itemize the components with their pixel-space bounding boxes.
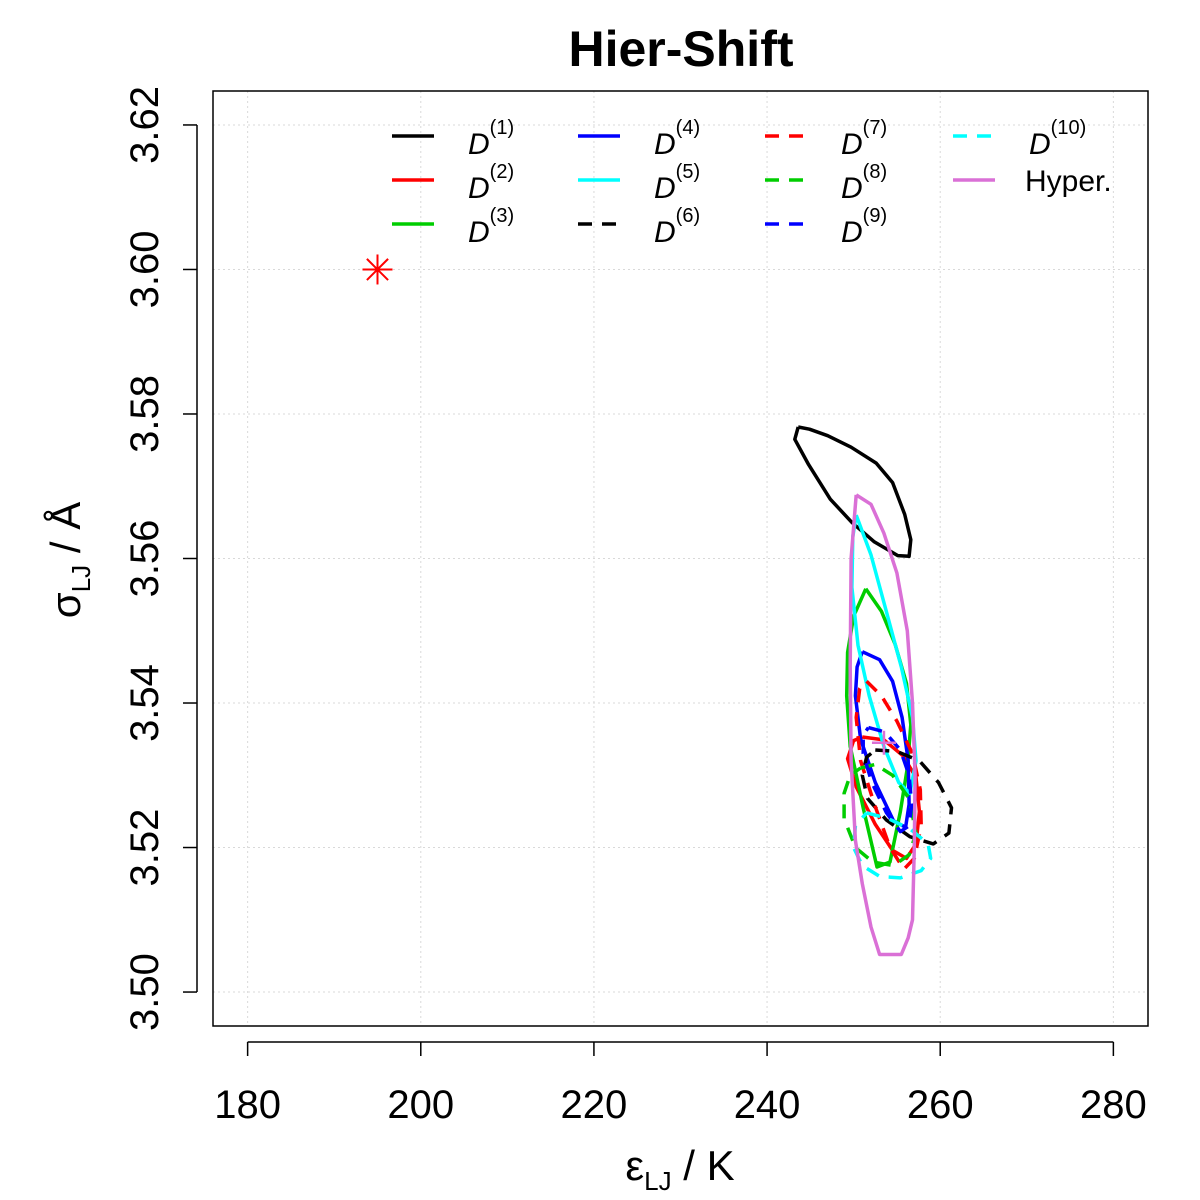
plot-frame bbox=[212, 90, 1149, 1027]
x-tick-label: 240 bbox=[734, 1083, 801, 1127]
series-contour-1 bbox=[793, 425, 913, 559]
y-axis-unit: / Å bbox=[42, 502, 89, 565]
series-contour-11 bbox=[848, 493, 917, 957]
legend-label-superscript: (6) bbox=[676, 205, 700, 227]
x-tick-label: 180 bbox=[214, 1083, 281, 1127]
legend-label: D(4) bbox=[654, 117, 700, 161]
legend-label-base: D bbox=[654, 128, 676, 161]
legend-label: D(8) bbox=[841, 161, 887, 205]
y-tick-label: 3.54 bbox=[123, 664, 167, 742]
legend-label-superscript: (1) bbox=[490, 117, 514, 139]
legend-item-11: Hyper. bbox=[953, 165, 1112, 198]
legend-item-6: D(6) bbox=[578, 205, 700, 249]
y-tick-label: 3.56 bbox=[123, 520, 167, 598]
y-tick-label: 3.50 bbox=[123, 953, 167, 1031]
legend-label-superscript: (3) bbox=[490, 205, 514, 227]
legend-label-superscript: (10) bbox=[1051, 117, 1087, 139]
legend-item-3: D(3) bbox=[392, 205, 514, 249]
x-axis-symbol: ε bbox=[625, 1142, 644, 1189]
x-tick-label: 260 bbox=[907, 1083, 974, 1127]
legend-item-5: D(5) bbox=[578, 161, 700, 205]
legend-label-superscript: (8) bbox=[863, 161, 887, 183]
y-tick-label: 3.52 bbox=[123, 809, 167, 887]
y-axis-label: σLJ / Å bbox=[42, 502, 96, 618]
legend-label: Hyper. bbox=[1025, 165, 1112, 198]
grid bbox=[213, 91, 1148, 1026]
x-axis: 180 200 220 240 260 280 bbox=[214, 1041, 1147, 1127]
legend-label: D(3) bbox=[468, 205, 514, 249]
y-tick-label: 3.60 bbox=[123, 231, 167, 309]
legend-item-10: D(10) bbox=[953, 117, 1086, 161]
x-tick-label: 280 bbox=[1080, 1083, 1147, 1127]
legend-label-base: D bbox=[654, 216, 676, 249]
legend-label-base: D bbox=[468, 172, 490, 205]
y-tick-label: 3.62 bbox=[123, 86, 167, 164]
legend-label: D(5) bbox=[654, 161, 700, 205]
y-axis: 3.50 3.52 3.54 3.56 3.58 3.60 3.62 bbox=[123, 86, 198, 1031]
legend-label-base: D bbox=[841, 128, 863, 161]
series-layer bbox=[793, 425, 954, 957]
y-axis-symbol: σ bbox=[42, 592, 89, 618]
legend-label-base: D bbox=[654, 172, 676, 205]
legend-label: D(1) bbox=[468, 117, 514, 161]
x-tick-label: 200 bbox=[387, 1083, 454, 1127]
legend-label: D(10) bbox=[1029, 117, 1086, 161]
legend-item-9: D(9) bbox=[765, 205, 887, 249]
legend-label-base: D bbox=[468, 216, 490, 249]
y-axis-subscript: LJ bbox=[66, 565, 96, 592]
marker-layer bbox=[362, 254, 896, 755]
chart-title: Hier-Shift bbox=[569, 21, 794, 77]
legend-label-base: D bbox=[841, 216, 863, 249]
series-contour-9 bbox=[861, 725, 914, 834]
asterisk-marker bbox=[362, 254, 393, 285]
legend-label: D(2) bbox=[468, 161, 514, 205]
series-contour-7 bbox=[854, 680, 923, 871]
legend: D(1)D(2)D(3)D(4)D(5)D(6)D(7)D(8)D(9)D(10… bbox=[392, 117, 1112, 249]
legend-label-superscript: (4) bbox=[676, 117, 700, 139]
x-axis-label: εLJ / K bbox=[625, 1142, 734, 1196]
y-tick-label: 3.58 bbox=[123, 375, 167, 453]
x-tick-label: 220 bbox=[561, 1083, 628, 1127]
legend-label-base: D bbox=[468, 128, 490, 161]
legend-label-superscript: (7) bbox=[863, 117, 887, 139]
legend-label-superscript: (5) bbox=[676, 161, 700, 183]
legend-label-base: D bbox=[841, 172, 863, 205]
legend-label-superscript: (9) bbox=[863, 205, 887, 227]
x-axis-subscript: LJ bbox=[644, 1166, 671, 1196]
legend-item-1: D(1) bbox=[392, 117, 514, 161]
hyper-mean-marker bbox=[871, 730, 896, 755]
legend-item-2: D(2) bbox=[392, 161, 514, 205]
legend-label-superscript: (2) bbox=[490, 161, 514, 183]
legend-label: D(7) bbox=[841, 117, 887, 161]
series-contour-5 bbox=[850, 514, 918, 796]
legend-label: D(9) bbox=[841, 205, 887, 249]
legend-item-4: D(4) bbox=[578, 117, 700, 161]
legend-label-base: D bbox=[1029, 128, 1051, 161]
legend-item-7: D(7) bbox=[765, 117, 887, 161]
series-contour-6 bbox=[860, 748, 954, 846]
x-axis-unit: / K bbox=[672, 1142, 735, 1189]
legend-item-8: D(8) bbox=[765, 161, 887, 205]
legend-label: D(6) bbox=[654, 205, 700, 249]
series-contour-8 bbox=[842, 762, 918, 868]
